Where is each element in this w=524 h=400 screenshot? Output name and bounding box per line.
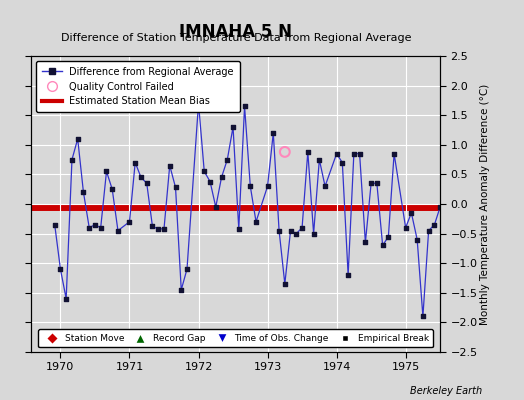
Point	[68, 156, 76, 163]
Point	[91, 222, 99, 228]
Point	[384, 233, 392, 240]
Point	[125, 218, 134, 225]
Point	[114, 228, 122, 234]
Point	[373, 180, 381, 186]
Point	[143, 180, 151, 186]
Point	[108, 186, 116, 192]
Text: Berkeley Earth: Berkeley Earth	[410, 386, 482, 396]
Point	[102, 168, 111, 175]
Point	[160, 226, 168, 232]
Point	[413, 236, 421, 243]
Point	[367, 180, 375, 186]
Point	[378, 242, 387, 249]
Point	[292, 230, 301, 237]
Point	[85, 224, 93, 231]
Point	[344, 272, 352, 278]
Point	[200, 168, 209, 175]
Point	[264, 183, 272, 190]
Point	[246, 183, 255, 190]
Point	[223, 156, 232, 163]
Point	[407, 210, 416, 216]
Text: Difference of Station Temperature Data from Regional Average: Difference of Station Temperature Data f…	[61, 33, 411, 43]
Point	[73, 136, 82, 142]
Point	[286, 228, 294, 234]
Point	[281, 281, 289, 287]
Point	[177, 287, 185, 293]
Point	[315, 156, 323, 163]
Y-axis label: Monthly Temperature Anomaly Difference (°C): Monthly Temperature Anomaly Difference (…	[481, 83, 490, 325]
Point	[79, 189, 88, 195]
Point	[194, 100, 203, 106]
Point	[361, 239, 369, 246]
Point	[321, 183, 329, 190]
Point	[350, 150, 358, 157]
Point	[298, 224, 306, 231]
Point	[281, 149, 289, 155]
Point	[183, 266, 191, 272]
Point	[148, 223, 157, 230]
Point	[166, 162, 174, 169]
Point	[212, 204, 220, 210]
Title: IMNAHA 5 N: IMNAHA 5 N	[179, 22, 292, 40]
Point	[217, 174, 226, 180]
Point	[241, 103, 249, 110]
Point	[269, 130, 278, 136]
Point	[419, 313, 427, 320]
Point	[430, 222, 439, 228]
Point	[424, 228, 433, 234]
Point	[235, 226, 243, 232]
Point	[154, 226, 162, 232]
Point	[229, 124, 237, 130]
Legend: Station Move, Record Gap, Time of Obs. Change, Empirical Break: Station Move, Record Gap, Time of Obs. C…	[38, 330, 433, 348]
Point	[252, 218, 260, 225]
Point	[56, 266, 64, 272]
Point	[303, 149, 312, 155]
Point	[275, 228, 283, 234]
Point	[50, 222, 59, 228]
Point	[137, 174, 145, 180]
Point	[390, 150, 398, 157]
Point	[131, 159, 139, 166]
Point	[62, 296, 70, 302]
Point	[401, 224, 410, 231]
Point	[338, 159, 346, 166]
Point	[171, 184, 180, 191]
Point	[309, 230, 318, 237]
Point	[332, 150, 341, 157]
Point	[355, 150, 364, 157]
Point	[436, 204, 444, 210]
Point	[96, 224, 105, 231]
Point	[206, 178, 214, 185]
